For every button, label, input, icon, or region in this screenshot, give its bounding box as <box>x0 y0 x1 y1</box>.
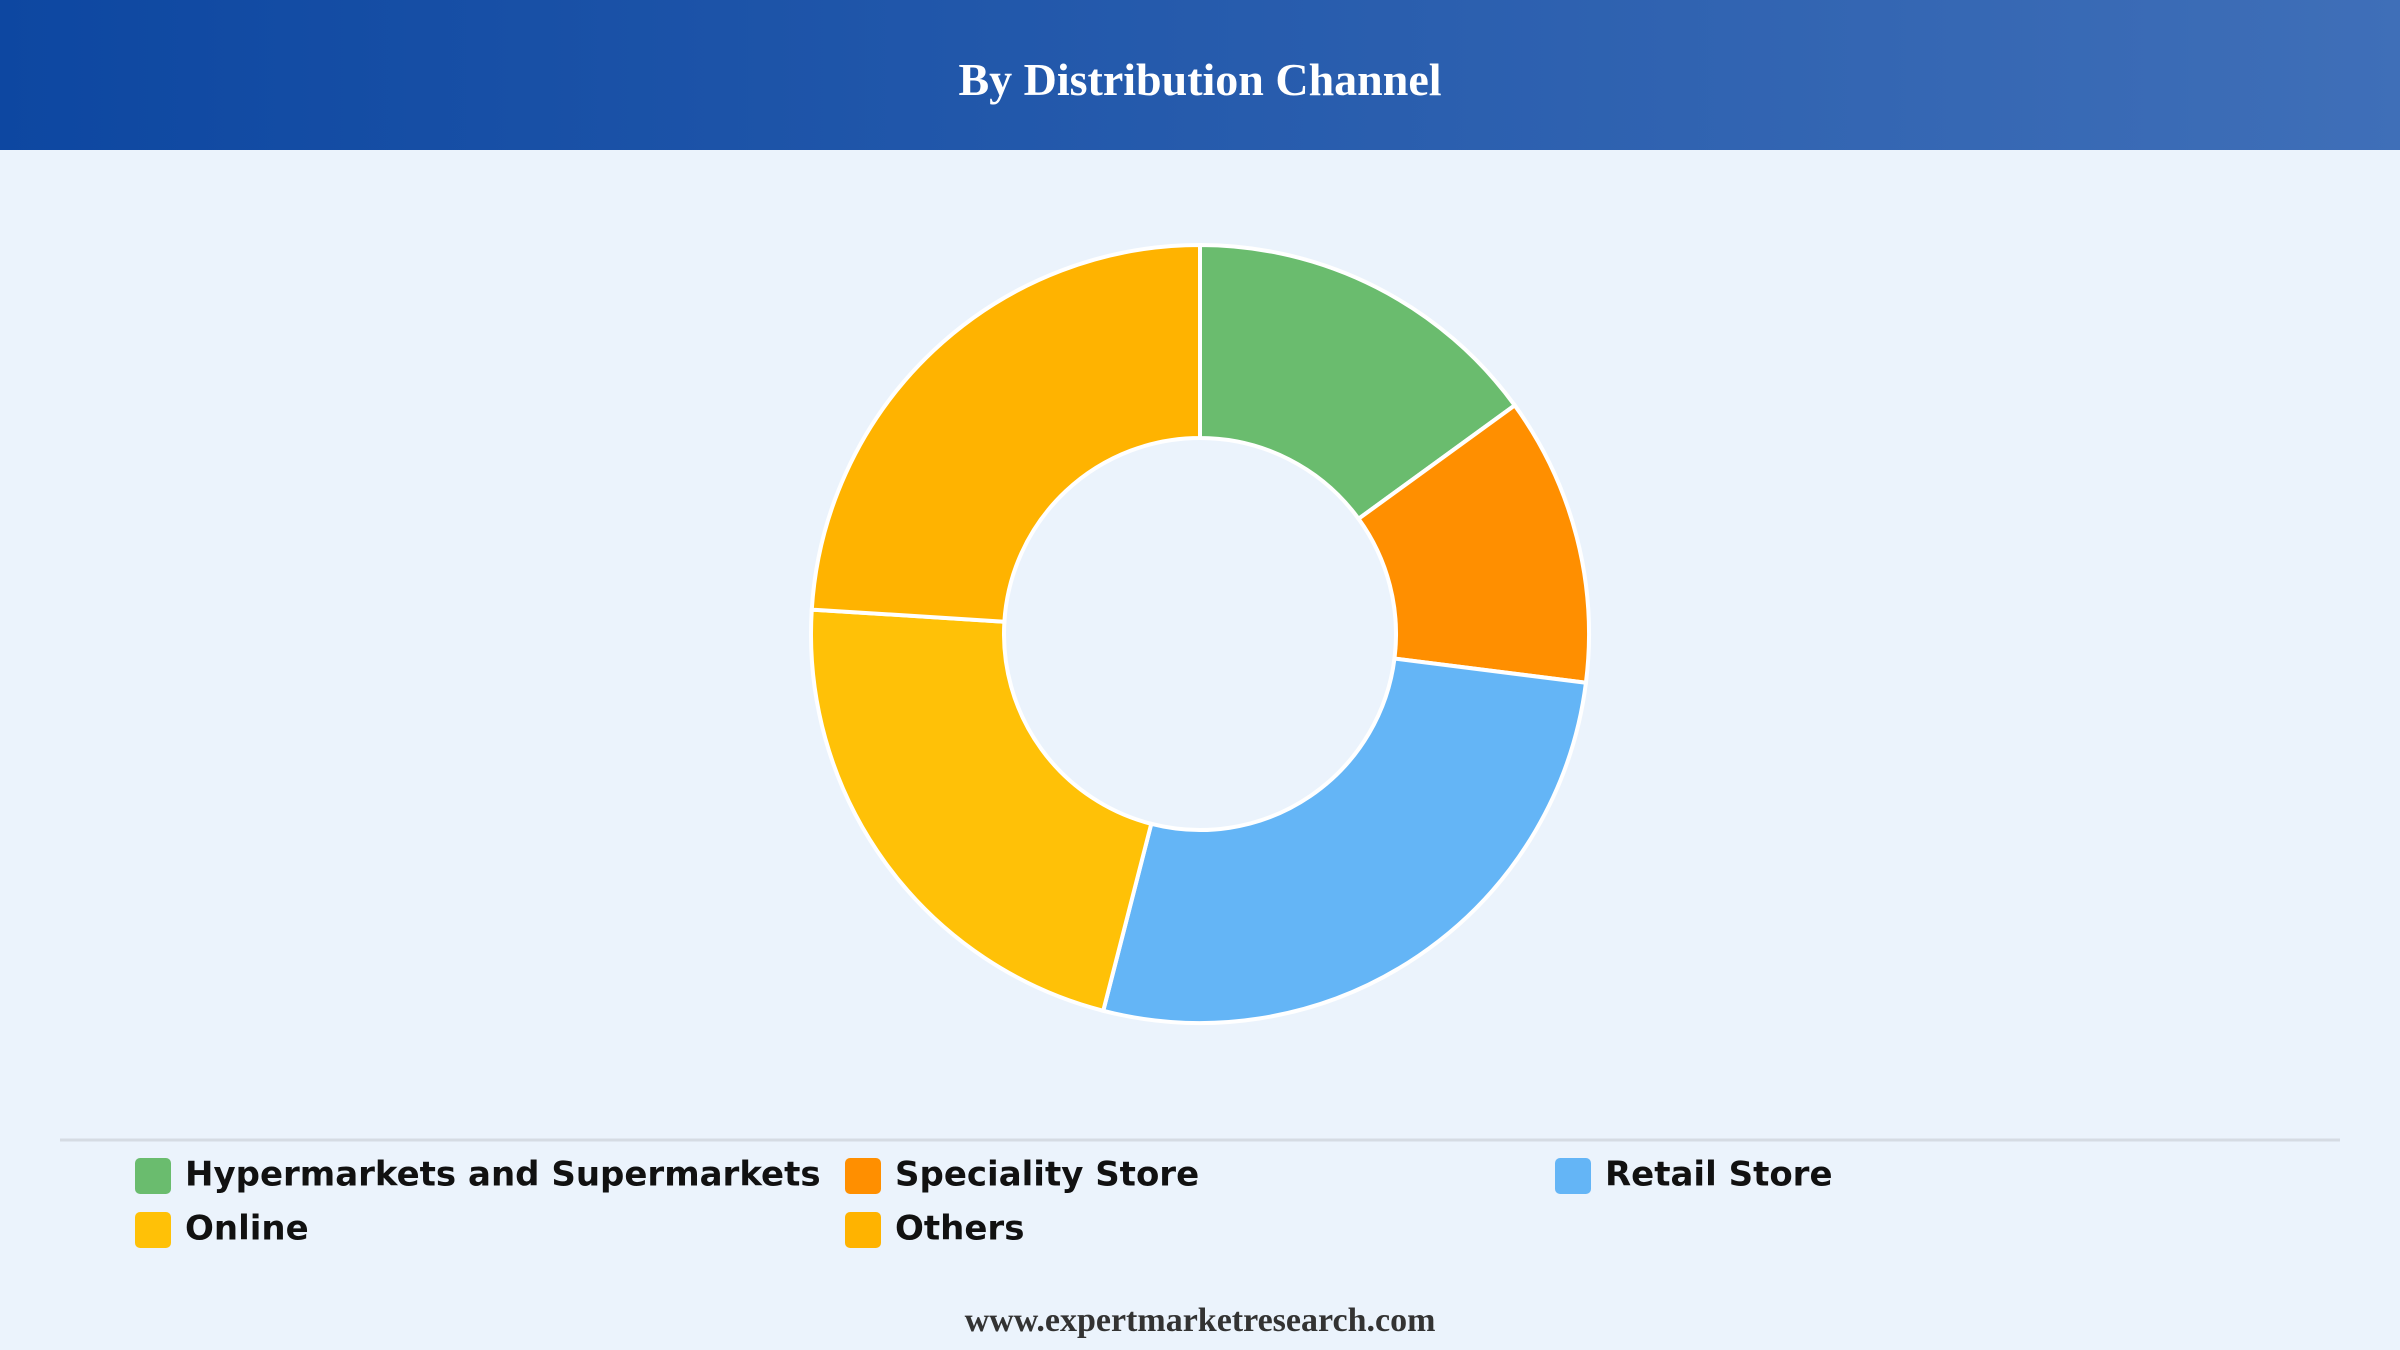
legend-swatch <box>845 1212 881 1248</box>
legend-label: Hypermarkets and Supermarkets <box>185 1155 821 1195</box>
legend-swatch <box>1555 1158 1591 1194</box>
legend-swatch <box>845 1158 881 1194</box>
donut-slice <box>1100 656 1589 1025</box>
legend-label: Online <box>185 1209 309 1249</box>
donut-slice <box>809 607 1154 1014</box>
header-bar <box>0 0 2400 150</box>
chart-title: By Distribution Channel <box>958 54 1441 105</box>
legend-swatch <box>135 1158 171 1194</box>
footer-text: www.expertmarketresearch.com <box>965 1302 1436 1339</box>
legend-label: Speciality Store <box>895 1155 1199 1195</box>
legend-label: Retail Store <box>1605 1155 1833 1195</box>
legend-label: Others <box>895 1209 1024 1249</box>
donut-slice <box>1355 402 1591 685</box>
legend-swatch <box>135 1212 171 1248</box>
donut-slice <box>809 242 1202 624</box>
donut-slice <box>1198 242 1518 522</box>
